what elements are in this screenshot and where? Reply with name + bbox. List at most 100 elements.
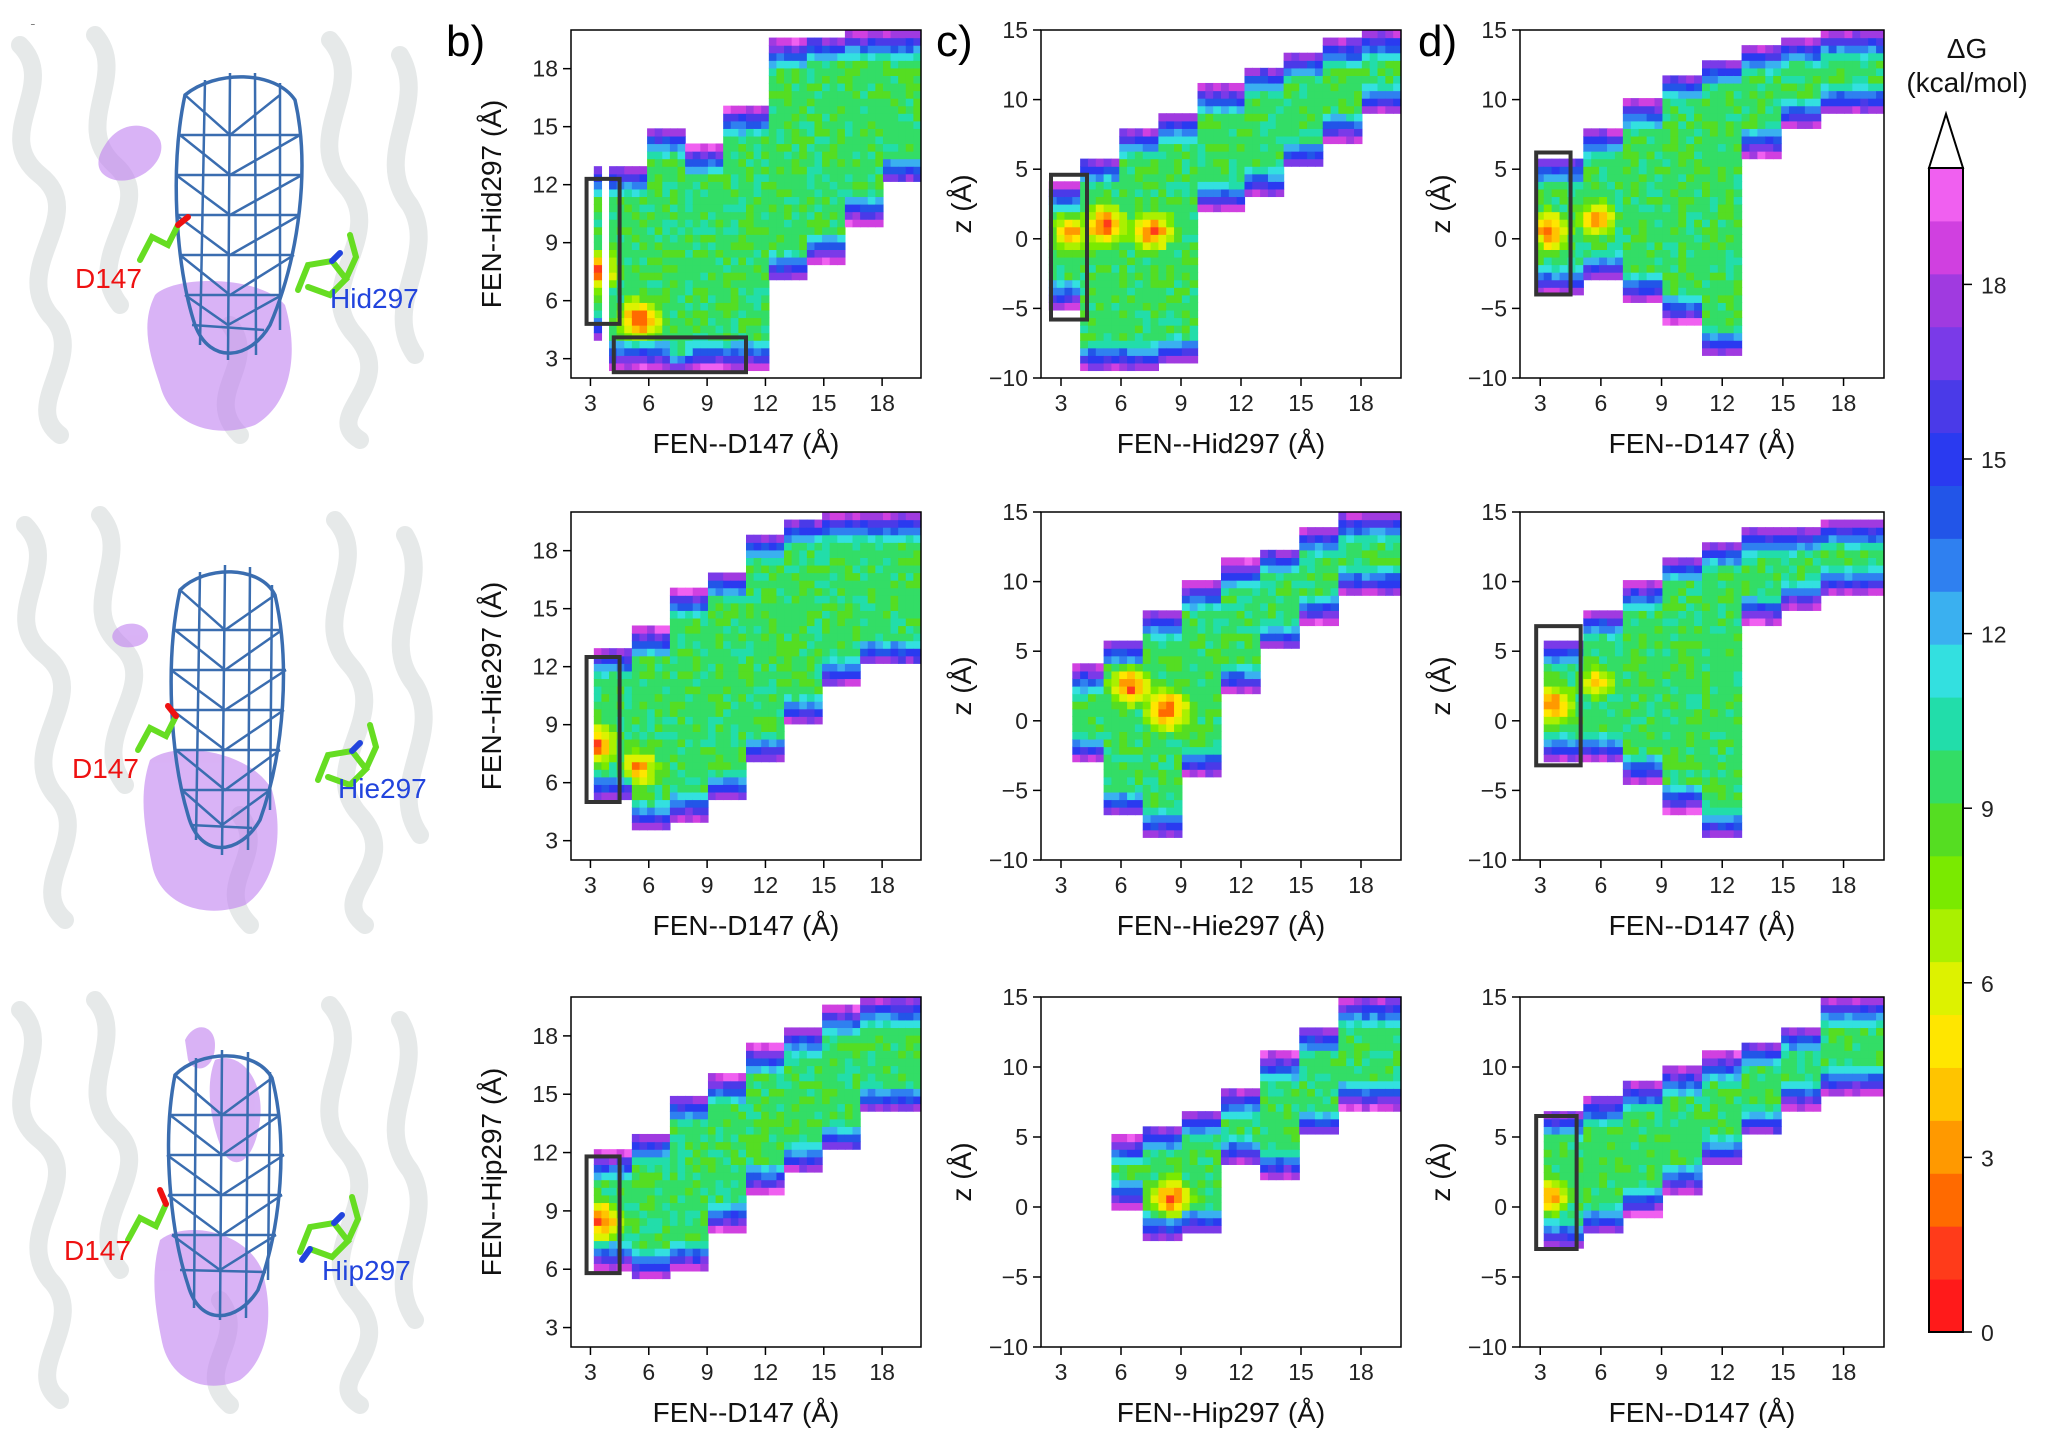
energy-cell [905,37,914,46]
energy-cell [647,294,656,303]
energy-cell [1142,708,1152,717]
energy-cell [1654,196,1664,205]
energy-cell [1654,249,1664,258]
energy-cell [806,595,816,604]
energy-cell [1080,188,1089,198]
energy-cell [753,128,762,137]
energy-cell [1189,723,1199,732]
energy-cell [1236,196,1246,205]
energy-cell [844,549,854,558]
energy-cell [882,564,892,574]
energy-cell [692,754,701,763]
energy-cell [1796,113,1806,122]
energy-cell [1654,204,1664,213]
energy-cell [746,181,755,190]
energy-cell [1244,610,1253,619]
energy-cell [1080,279,1089,288]
energy-cell [593,716,603,725]
energy-cell [738,633,747,642]
energy-cell [654,272,663,281]
energy-cell [1127,655,1136,664]
energy-cell [1725,128,1735,137]
energy-cell [1283,105,1293,114]
energy-cell [791,98,800,107]
energy-cell [1670,90,1679,99]
energy-cell [1111,670,1120,680]
energy-cell [1103,241,1113,250]
energy-cell [723,113,732,122]
energy-cell [631,746,641,755]
energy-cell [761,325,770,334]
energy-cell [837,113,846,122]
energy-cell [1087,256,1097,266]
energy-cell [1361,60,1371,69]
energy-cell [639,731,648,740]
energy-cell [1377,45,1386,54]
energy-cell [784,663,793,672]
energy-cell [799,181,808,190]
energy-cell [700,716,709,725]
energy-cell [1267,549,1277,558]
energy-cell [730,143,739,152]
energy-cell [1678,166,1687,175]
energy-cell [784,655,793,664]
histidine-residue-label: Hip297 [322,1255,411,1286]
energy-cell [1622,151,1632,160]
energy-cell [707,686,717,695]
energy-cell [1064,181,1073,190]
energy-cell [1072,708,1081,717]
energy-cell [662,173,671,182]
energy-cell [669,302,679,311]
energy-cell [730,648,739,657]
energy-cell [1228,135,1238,145]
energy-cell [707,678,717,687]
energy-cell [1725,309,1735,319]
energy-cell [814,204,823,213]
energy-cell [654,294,663,303]
energy-cell [746,302,755,311]
energy-cell [822,610,831,619]
energy-cell [768,128,778,137]
energy-cell [1181,196,1191,205]
energy-cell [913,135,921,145]
energy-cell [1338,135,1347,145]
energy-cell [1583,151,1592,160]
energy-cell [768,264,778,273]
energy-cell [890,143,899,152]
energy-cell [609,678,618,687]
energy-cell [791,549,800,558]
energy-cell [1361,98,1371,107]
energy-cell [1119,166,1128,175]
energy-cell [1638,181,1648,190]
energy-cell [1630,234,1640,243]
energy-cell [609,302,618,311]
energy-cell [1072,287,1081,296]
energy-cell [639,362,648,372]
energy-cell [1189,309,1199,319]
energy-cell [1181,173,1191,182]
energy-cell [700,708,709,717]
energy-cell [1087,716,1097,725]
energy-cell [662,814,671,823]
energy-cell [1181,264,1191,273]
energy-cell [1670,211,1679,220]
energy-cell [844,219,854,228]
energy-cell [1299,52,1308,61]
energy-cell [882,90,892,99]
energy-cell [784,678,793,687]
energy-cell [1694,204,1703,213]
energy-cell [791,542,800,551]
x-axis-label: FEN--Hid297 (Å) [1117,428,1325,459]
energy-cell [844,678,854,687]
energy-cell [1330,587,1339,596]
energy-cell [1189,135,1199,145]
energy-cell [1591,196,1600,205]
energy-cell [806,580,816,589]
energy-cell [1369,45,1379,54]
energy-cell [776,731,785,740]
energy-cell [1670,272,1679,281]
energy-cell [1142,302,1152,311]
energy-cell [1820,82,1830,92]
energy-cell [647,347,656,356]
energy-cell [593,211,603,220]
